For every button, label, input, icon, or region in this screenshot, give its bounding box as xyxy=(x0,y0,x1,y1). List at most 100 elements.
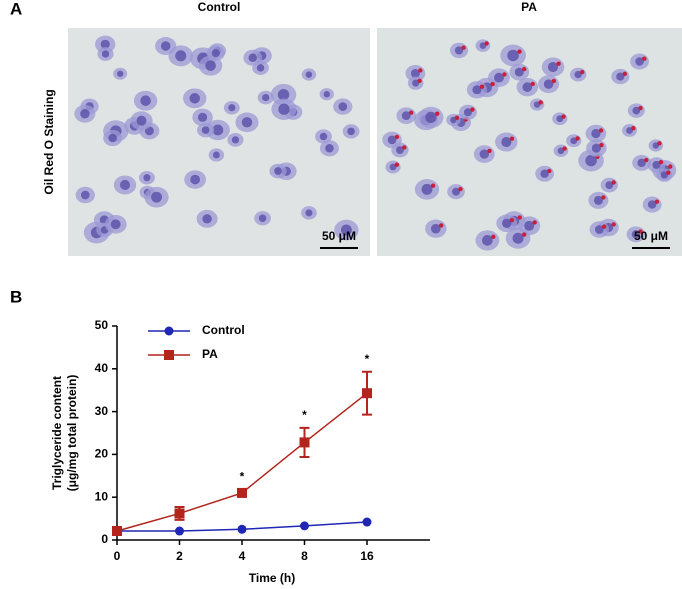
lipid xyxy=(479,84,485,89)
nucleus xyxy=(591,143,601,153)
nucleus xyxy=(101,50,110,58)
lipid xyxy=(638,229,643,234)
marker xyxy=(175,526,184,536)
nucleus xyxy=(212,124,224,136)
legend-label: PA xyxy=(202,347,218,361)
nucleus xyxy=(421,183,433,195)
scale-bar-label: 50 μM xyxy=(634,229,668,243)
lipid xyxy=(644,157,649,163)
nucleus xyxy=(507,49,519,62)
lipid xyxy=(556,61,561,66)
nucleus xyxy=(340,224,352,236)
nucleus xyxy=(110,219,121,230)
nucleus xyxy=(117,70,124,77)
lipid xyxy=(532,220,537,225)
nucleus xyxy=(512,232,524,244)
y-tick-label: 50 xyxy=(95,318,109,332)
nucleus xyxy=(501,136,512,148)
marker xyxy=(362,517,372,527)
lipid xyxy=(668,164,673,169)
nucleus xyxy=(647,200,657,209)
scale-bar-label: 50 μM xyxy=(322,229,356,243)
y-axis-label: Triglyceride content xyxy=(50,376,64,490)
nucleus xyxy=(338,102,348,111)
nucleus xyxy=(160,41,171,51)
nucleus xyxy=(454,46,464,55)
nucleus xyxy=(277,88,290,101)
micrographs xyxy=(68,28,682,256)
lipid xyxy=(601,224,607,229)
nucleus xyxy=(319,132,328,141)
nucleus xyxy=(278,103,290,115)
nucleus xyxy=(241,117,253,128)
nucleus xyxy=(100,39,110,49)
lipid xyxy=(658,159,664,165)
lipid xyxy=(547,168,552,174)
lipid xyxy=(551,78,557,84)
y-tick-label: 20 xyxy=(95,447,109,461)
lipid xyxy=(402,145,407,150)
y-tick-label: 40 xyxy=(95,361,109,375)
x-tick-label: 8 xyxy=(301,549,308,563)
nucleus xyxy=(494,72,504,83)
lipid xyxy=(601,195,606,200)
nucleus xyxy=(637,158,646,168)
lipid xyxy=(517,215,522,220)
panel-label: A xyxy=(10,0,22,18)
lipid xyxy=(657,141,662,146)
nucleus xyxy=(202,214,212,224)
lipid xyxy=(517,49,522,54)
lipid xyxy=(530,81,535,87)
nucleus xyxy=(274,167,282,175)
nucleus xyxy=(80,109,90,119)
panel-label: B xyxy=(10,287,22,306)
nucleus xyxy=(136,115,147,126)
lipid xyxy=(631,125,636,131)
lipid xyxy=(666,170,671,175)
lipid xyxy=(654,199,660,204)
nucleus xyxy=(80,190,90,200)
nucleus xyxy=(472,85,482,95)
lipid xyxy=(575,136,580,141)
lipid xyxy=(509,136,515,141)
x-tick-label: 0 xyxy=(114,549,121,563)
nucleus xyxy=(502,218,512,228)
x-axis-label: Time (h) xyxy=(249,571,295,585)
nucleus xyxy=(524,220,535,231)
nucleus xyxy=(452,187,461,196)
lipid xyxy=(638,105,643,111)
line xyxy=(116,392,368,532)
marker xyxy=(112,526,122,537)
nucleus xyxy=(248,53,257,62)
lipid xyxy=(538,100,543,105)
lipid xyxy=(522,66,527,72)
nucleus xyxy=(540,169,549,178)
nucleus xyxy=(631,230,641,239)
nucleus xyxy=(660,171,668,179)
nucleus xyxy=(143,174,151,182)
marker xyxy=(237,524,247,534)
lipid xyxy=(598,128,604,133)
lipid xyxy=(394,162,400,167)
nucleus xyxy=(412,79,420,87)
x-tick-label: 2 xyxy=(176,549,183,563)
row-label: Oil Red O Staining xyxy=(42,89,56,194)
nucleus xyxy=(228,104,236,112)
nucleus xyxy=(190,174,201,185)
nucleus xyxy=(140,95,151,106)
marker xyxy=(164,350,174,360)
nucleus xyxy=(430,223,441,234)
nucleus xyxy=(425,111,437,124)
nucleus xyxy=(591,128,601,139)
lipid xyxy=(461,45,466,50)
nucleus xyxy=(547,61,559,73)
nucleus xyxy=(632,106,641,115)
lipid xyxy=(487,148,492,154)
nucleus xyxy=(605,181,614,189)
significance-label: * xyxy=(302,408,307,422)
lipid xyxy=(454,115,460,121)
nucleus xyxy=(258,214,267,223)
nucleus xyxy=(387,135,397,145)
lipid xyxy=(502,72,507,77)
